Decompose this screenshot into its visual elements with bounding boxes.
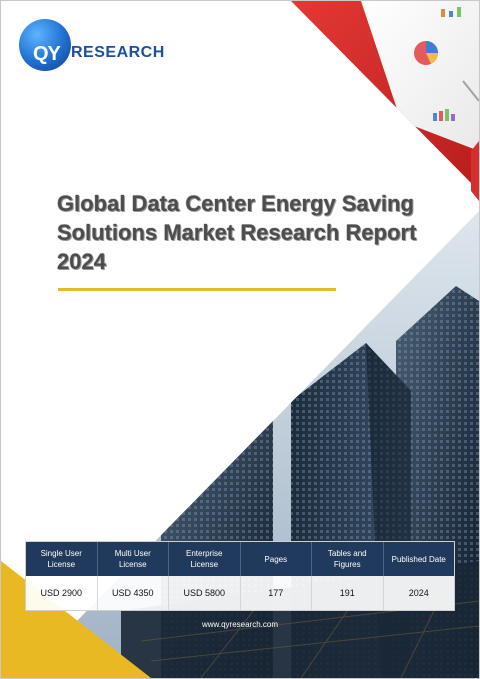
value-pages: 177: [241, 576, 312, 610]
value-enterprise-price: USD 5800: [169, 576, 241, 610]
value-published-date: 2024: [408, 588, 429, 598]
report-title: Global Data Center Energy Saving Solutio…: [57, 191, 417, 274]
value-multi-user-price: USD 4350: [98, 576, 169, 610]
header-pages: Pages: [241, 542, 312, 576]
value-tables-and-figures: 191: [312, 576, 384, 610]
header-single-user-license: Single User License: [26, 542, 98, 576]
license-table-header: Single User License Multi User License E…: [26, 542, 454, 576]
logo-globe-icon: [19, 19, 71, 71]
license-table-values: USD 2900 USD 4350 USD 5800 177 191 2024: [26, 576, 454, 610]
header-enterprise-license: Enterprise License: [169, 542, 241, 576]
license-info-table: Single User License Multi User License E…: [25, 541, 455, 611]
header-published-date: Published Date: [391, 554, 446, 564]
website-url: www.qyresearch.com: [201, 620, 279, 629]
header-multi-user-license: Multi User License: [98, 542, 169, 576]
desk-photo: [291, 1, 479, 191]
title-underline: [58, 288, 336, 291]
qyresearch-logo: QY RESEARCH: [19, 19, 164, 75]
logo-wordmark: RESEARCH: [71, 44, 165, 61]
logo-mark: QY: [33, 43, 61, 65]
value-single-user-price: USD 2900: [26, 576, 98, 610]
header-tables-and-figures: Tables and Figures: [312, 542, 384, 576]
red-accent-strip: [471, 141, 479, 201]
